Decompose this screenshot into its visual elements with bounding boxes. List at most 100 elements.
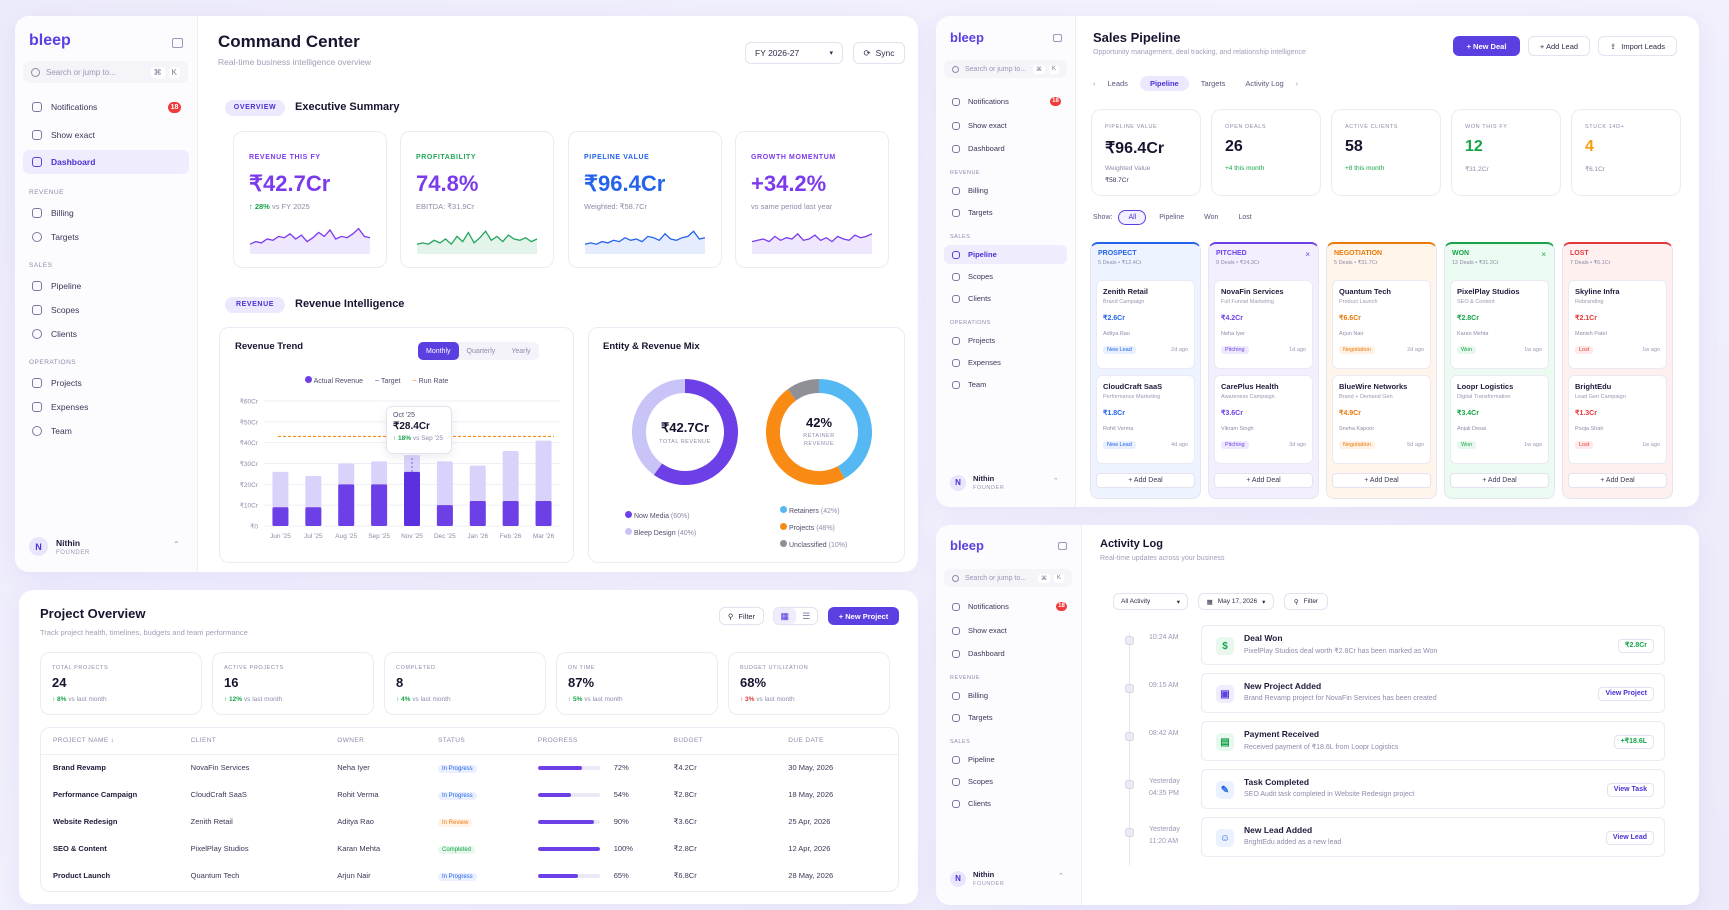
add-lead-button[interactable]: + Add Lead: [1528, 36, 1590, 56]
close-icon[interactable]: ×: [1305, 250, 1310, 259]
nav-clients[interactable]: Clients: [944, 289, 1067, 308]
filter-all[interactable]: All: [1118, 210, 1147, 225]
chevron-up-icon[interactable]: ⌃: [1053, 478, 1059, 485]
activity-icon: $: [1216, 637, 1234, 655]
add-deal-button[interactable]: + Add Deal: [1332, 473, 1431, 488]
deal-card[interactable]: PixelPlay Studios SEO & Content ₹2.8Cr Kara…: [1450, 280, 1549, 369]
nav-team[interactable]: Team: [944, 375, 1067, 394]
nav-scopes[interactable]: Scopes: [23, 299, 189, 321]
nav-notifications[interactable]: Notifications 18: [944, 597, 1073, 616]
add-deal-button[interactable]: + Add Deal: [1568, 473, 1667, 488]
table-row[interactable]: Website Redesign Zenith Retail Aditya Rao I…: [41, 808, 898, 835]
tab-leads[interactable]: Leads: [1107, 78, 1128, 88]
nav-expenses[interactable]: Expenses: [944, 353, 1067, 372]
user-menu[interactable]: N Nithin FOUNDER: [950, 474, 1004, 491]
column-header[interactable]: PROJECT NAME ↕: [41, 728, 191, 755]
deal-card[interactable]: Quantum Tech Product Launch ₹6.6Cr Arjun Na…: [1332, 280, 1431, 369]
user-menu[interactable]: N Nithin FOUNDER: [29, 537, 90, 556]
chevron-up-icon[interactable]: ⌃: [173, 540, 180, 549]
nav-show_exact[interactable]: Show exact: [944, 621, 1073, 640]
nav-team[interactable]: Team: [23, 420, 189, 442]
search-input[interactable]: Search or jump to... ⌘ K: [23, 61, 188, 83]
new-project-button[interactable]: + New Project: [828, 607, 899, 625]
shortcut-hint: ⌘ K: [150, 66, 180, 78]
grid-view-icon[interactable]: ▦: [774, 608, 796, 624]
list-view-icon[interactable]: ☰: [802, 611, 811, 621]
nav-dashboard[interactable]: Dashboard: [944, 644, 1073, 663]
activity-action-button[interactable]: View Lead: [1605, 831, 1654, 845]
deal-card[interactable]: CloudCraft SaaS Performance Marketing ₹1.8…: [1096, 375, 1195, 464]
nav-expenses[interactable]: Expenses: [23, 396, 189, 418]
collapse-sidebar-icon[interactable]: [1053, 34, 1062, 42]
nav-dashboard[interactable]: Dashboard: [23, 150, 189, 174]
nav-scopes[interactable]: Scopes: [944, 772, 1073, 791]
new-deal-button[interactable]: + New Deal: [1453, 36, 1520, 56]
add-deal-button[interactable]: + Add Deal: [1450, 473, 1549, 488]
deal-card[interactable]: Zenith Retail Brand Campaign ₹2.6Cr Aditya …: [1096, 280, 1195, 369]
table-row[interactable]: Product Launch Quantum Tech Arjun Nair In P…: [41, 862, 898, 889]
nav-pipeline[interactable]: Pipeline: [944, 750, 1073, 769]
nav-projects[interactable]: Projects: [23, 372, 189, 394]
activity-action-button[interactable]: View Project: [1598, 687, 1654, 701]
deal-card[interactable]: NovaFin Services Full Funnel Marketing ₹4.…: [1214, 280, 1313, 369]
nav-projects[interactable]: Projects: [944, 331, 1067, 350]
nav-notifications[interactable]: Notifications 18: [944, 92, 1067, 111]
tab-pipeline[interactable]: Pipeline: [1139, 75, 1189, 91]
date-select[interactable]: ▦ May 17, 2026 ▾: [1198, 593, 1274, 610]
nav-clients[interactable]: Clients: [23, 323, 189, 345]
tab-yearly[interactable]: Yearly: [511, 347, 531, 355]
tab-monthly[interactable]: Monthly: [418, 342, 459, 360]
nav-billing[interactable]: Billing: [23, 202, 189, 224]
deal-card[interactable]: BlueWire Networks Brand + Demand Gen ₹4.9C…: [1332, 375, 1431, 464]
table-row[interactable]: Brand Revamp NovaFin Services Neha Iyer In …: [41, 754, 898, 781]
deal-card[interactable]: BrightEdu Lead Gen Campaign ₹1.3Cr Pooja Sh…: [1568, 375, 1667, 464]
nav-show_exact[interactable]: Show exact: [944, 116, 1067, 135]
nav-targets[interactable]: Targets: [944, 708, 1073, 727]
search-input[interactable]: Search or jump to... ⌘ K: [944, 569, 1072, 587]
import-leads-button[interactable]: ⇪ Import Leads: [1598, 36, 1677, 56]
collapse-sidebar-icon[interactable]: [172, 38, 183, 48]
period-toggle[interactable]: Monthly Quarterly Yearly: [418, 342, 539, 360]
close-icon[interactable]: ×: [1541, 250, 1546, 259]
table-row[interactable]: SEO & Content PixelPlay Studios Karan Meht…: [41, 835, 898, 862]
filter-button[interactable]: ⚲ Filter: [719, 607, 764, 625]
activity-action-button[interactable]: ₹2.8Cr: [1618, 639, 1654, 653]
nav-dashboard[interactable]: Dashboard: [944, 139, 1067, 158]
tab-targets[interactable]: Targets: [1200, 78, 1226, 88]
nav-pipeline[interactable]: Pipeline: [23, 275, 189, 297]
nav-billing[interactable]: Billing: [944, 181, 1067, 200]
search-input[interactable]: Search or jump to... ⌘ K: [944, 60, 1067, 78]
activity-action-button[interactable]: View Task: [1606, 783, 1654, 797]
activity-type-select[interactable]: All Activity ▾: [1113, 593, 1188, 610]
tab-quarterly[interactable]: Quarterly: [466, 347, 496, 355]
filter-lost[interactable]: Lost: [1238, 214, 1252, 221]
nav-billing[interactable]: Billing: [944, 686, 1073, 705]
deal-card[interactable]: Skyline Infra Rebranding ₹2.1Cr Manish Pate…: [1568, 280, 1667, 369]
activity-action-button[interactable]: +₹18.6L: [1613, 735, 1654, 749]
nav-targets[interactable]: Targets: [23, 226, 189, 248]
stage-meta: 12 Deals • ₹31.2Cr: [1452, 260, 1499, 266]
add-deal-button[interactable]: + Add Deal: [1096, 473, 1195, 488]
nav-scopes[interactable]: Scopes: [944, 267, 1067, 286]
user-menu[interactable]: N Nithin FOUNDER: [950, 870, 1004, 887]
deal-card[interactable]: CarePlus Health Awareness Campaign ₹3.6Cr V…: [1214, 375, 1313, 464]
table-row[interactable]: Performance Campaign CloudCraft SaaS Rohit…: [41, 781, 898, 808]
nav-notifications[interactable]: Notifications 18: [23, 96, 189, 118]
chevron-up-icon[interactable]: ⌃: [1058, 873, 1064, 880]
grid-icon: [32, 157, 42, 167]
tab-activity-log[interactable]: Activity Log: [1245, 78, 1284, 88]
fy-select[interactable]: FY 2026-27 ▾: [745, 42, 843, 64]
add-deal-button[interactable]: + Add Deal: [1214, 473, 1313, 488]
pipeline-stage-column: LOST 7 Deals • ₹6.1Cr Skyline Infra Rebrand…: [1562, 242, 1673, 499]
nav-pipeline[interactable]: Pipeline: [944, 245, 1067, 264]
collapse-sidebar-icon[interactable]: [1058, 542, 1067, 550]
nav-show-exact[interactable]: Show exact: [23, 124, 189, 146]
filter-won[interactable]: Won: [1204, 214, 1219, 221]
sync-button[interactable]: ⟳ Sync: [853, 42, 905, 64]
deal-card[interactable]: Loopr Logistics Digital Transformation ₹3.…: [1450, 375, 1549, 464]
deal-tag: Won: [1457, 346, 1477, 354]
filter-pipeline[interactable]: Pipeline: [1159, 214, 1185, 221]
nav-clients[interactable]: Clients: [944, 794, 1073, 813]
filter-button[interactable]: ⚲ Filter: [1284, 593, 1328, 610]
nav-targets[interactable]: Targets: [944, 203, 1067, 222]
